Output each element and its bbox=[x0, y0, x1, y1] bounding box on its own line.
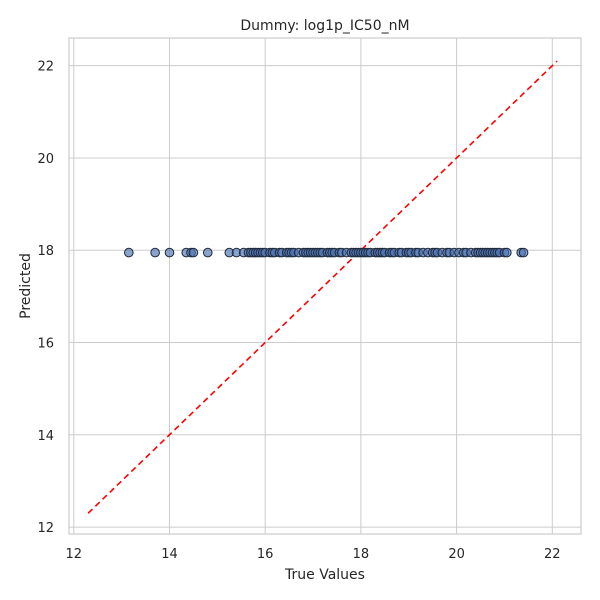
x-tick-label: 12 bbox=[66, 547, 83, 562]
reference-line bbox=[87, 60, 558, 514]
data-point bbox=[150, 247, 160, 258]
y-tick-label: 14 bbox=[37, 429, 54, 444]
grid bbox=[69, 38, 581, 534]
y-tick-label: 22 bbox=[37, 60, 54, 75]
x-axis-ticks: 12 14 16 18 20 22 bbox=[66, 547, 561, 562]
data-points bbox=[124, 247, 529, 258]
y-tick-label: 12 bbox=[37, 521, 54, 536]
x-axis-label: True Values bbox=[284, 567, 365, 583]
data-point bbox=[164, 247, 175, 258]
x-tick-label: 22 bbox=[544, 547, 561, 562]
y-axis-label: Predicted bbox=[18, 253, 34, 319]
data-point bbox=[188, 247, 199, 258]
y-axis-ticks: 12 14 16 18 20 22 bbox=[37, 60, 54, 536]
data-point bbox=[502, 247, 512, 258]
data-point bbox=[202, 247, 213, 258]
y-tick-label: 20 bbox=[37, 152, 54, 167]
x-tick-label: 16 bbox=[257, 547, 274, 562]
reference-line-group bbox=[87, 60, 558, 514]
x-tick-label: 14 bbox=[161, 547, 178, 562]
data-point bbox=[124, 247, 134, 258]
x-tick-label: 18 bbox=[353, 547, 370, 562]
x-tick-label: 20 bbox=[448, 547, 465, 562]
y-tick-label: 18 bbox=[37, 244, 54, 259]
y-tick-label: 16 bbox=[37, 337, 54, 352]
data-point bbox=[518, 247, 529, 258]
chart-title: Dummy: log1p_IC50_nM bbox=[240, 18, 409, 34]
plot-frame bbox=[68, 37, 582, 535]
